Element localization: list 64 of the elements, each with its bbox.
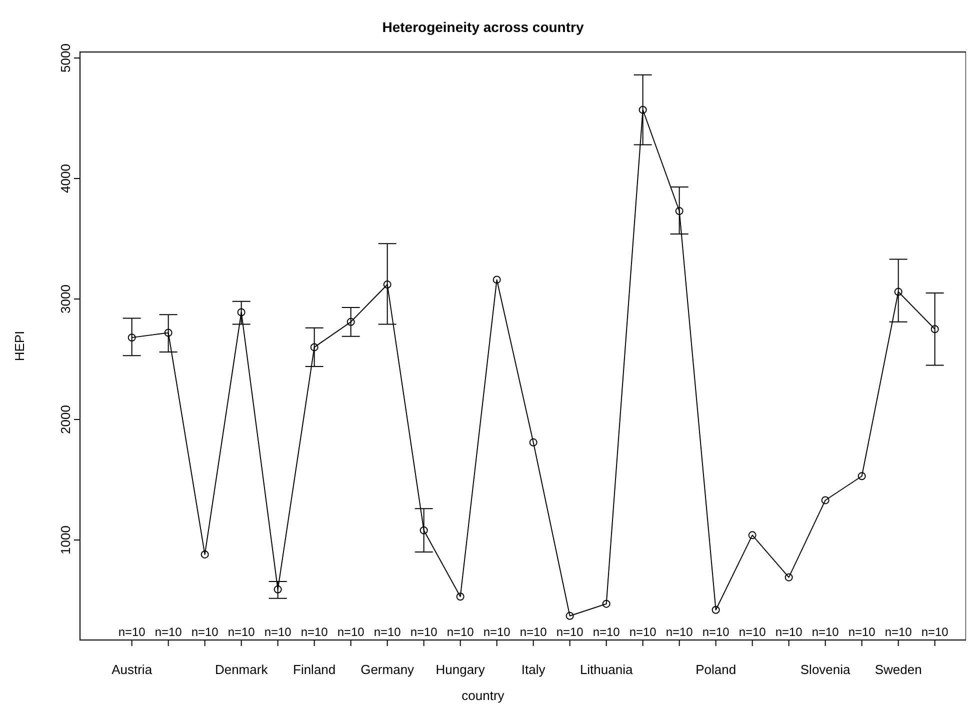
annotation: n=10: [738, 625, 766, 639]
point: [492, 276, 501, 284]
point: [310, 343, 318, 352]
annotation: n=10: [520, 625, 548, 639]
x-tick-label: Sweden: [874, 662, 922, 677]
annotation: n=10: [848, 625, 876, 639]
annotation: n=10: [666, 625, 694, 639]
point: [894, 288, 902, 296]
point: [346, 318, 355, 326]
y-tick-label: 3000: [58, 284, 73, 314]
point: [456, 592, 464, 601]
annotation: n=10: [154, 625, 182, 639]
point: [237, 308, 246, 316]
annotation: n=10: [118, 625, 146, 639]
point: [128, 334, 136, 342]
point: [602, 600, 610, 608]
annotation: n=10: [629, 625, 657, 639]
point: [638, 106, 647, 114]
chart-title: Heterogeineity across country: [382, 19, 584, 35]
x-tick-label: Denmark: [214, 662, 268, 677]
annotation: n=10: [374, 625, 402, 639]
annotation: n=10: [191, 625, 219, 639]
annotation: n=10: [556, 625, 584, 639]
annotation: n=10: [264, 625, 292, 639]
point: [712, 606, 720, 614]
point: [930, 325, 939, 334]
annotation: n=10: [812, 625, 840, 639]
x-tick-label: Slovenia: [800, 662, 852, 677]
x-tick-label: Italy: [521, 662, 546, 677]
point: [274, 585, 282, 594]
x-axis-title: country: [462, 688, 505, 703]
annotation: n=10: [300, 625, 328, 639]
annotation: n=10: [921, 625, 949, 639]
point: [858, 472, 866, 480]
point: [675, 207, 684, 216]
annotation: n=10: [446, 625, 474, 639]
point: [164, 328, 172, 337]
annotation: n=10: [592, 625, 620, 639]
x-tick-label: Poland: [696, 662, 736, 677]
annotation: n=10: [884, 625, 912, 639]
point: [420, 526, 428, 534]
point: [383, 280, 392, 289]
point: [821, 496, 830, 504]
annotation: n=10: [483, 625, 511, 639]
annotation: n=10: [228, 625, 256, 639]
y-axis-title: HEPI: [12, 330, 27, 362]
point: [529, 438, 538, 446]
point: [200, 550, 209, 558]
x-tick-label: Hungary: [436, 662, 486, 677]
annotation: n=10: [337, 625, 365, 639]
point: [748, 531, 756, 540]
point: [566, 612, 574, 620]
y-tick-label: 2000: [58, 405, 73, 434]
y-tick-label: 5000: [58, 44, 73, 72]
x-tick-label: Germany: [360, 662, 415, 677]
annotation: n=10: [702, 625, 730, 639]
y-tick-label: 1000: [58, 526, 73, 554]
annotation: n=10: [410, 625, 438, 639]
x-tick-label: Austria: [112, 662, 153, 677]
point: [784, 573, 793, 582]
x-tick-label: Finland: [293, 662, 336, 677]
annotation: n=10: [775, 625, 803, 639]
y-tick-label: 4000: [58, 164, 73, 193]
x-tick-label: Lithuania: [580, 662, 634, 677]
